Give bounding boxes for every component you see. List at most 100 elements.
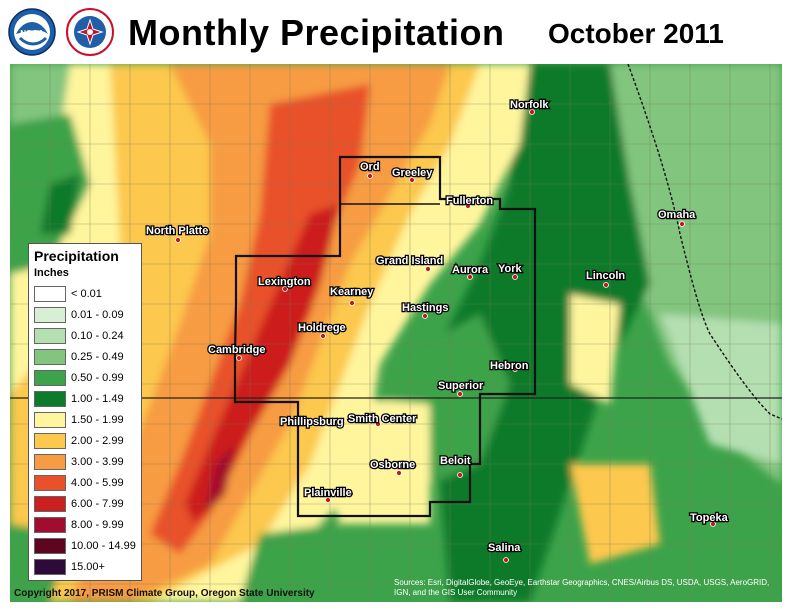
legend-item: < 0.01 [34, 286, 140, 304]
city-norfolk[interactable]: Norfolk [509, 98, 551, 115]
legend-swatch [34, 328, 66, 344]
copyright-text: Copyright 2017, PRISM Climate Group, Ore… [14, 588, 315, 599]
svg-text:Ord: Ord [360, 161, 380, 173]
date-subtitle: October 2011 [548, 18, 724, 49]
legend-item: 10.00 - 14.99 [34, 538, 140, 556]
city-osborne[interactable]: Osborne [369, 458, 417, 476]
legend-item: 8.00 - 9.99 [34, 517, 140, 535]
legend-label: < 0.01 [71, 288, 102, 300]
city-superior[interactable]: Superior [437, 379, 485, 397]
city-salina[interactable]: Salina [487, 541, 523, 563]
header: NOAA Monthly Precipitation October 2011 [0, 0, 792, 64]
legend-swatch [34, 370, 66, 386]
city-greeley[interactable]: Greeley [391, 166, 435, 183]
legend-swatch [34, 475, 66, 491]
city-topeka[interactable]: Topeka [689, 511, 730, 527]
city-lexington[interactable]: Lexington [257, 275, 312, 292]
svg-text:Smith Center: Smith Center [348, 413, 417, 425]
svg-text:Aurora: Aurora [452, 264, 489, 276]
legend-label: 15.00+ [71, 561, 105, 573]
legend-label: 1.50 - 1.99 [71, 414, 124, 426]
legend-label: 0.25 - 0.49 [71, 351, 124, 363]
legend-item: 0.25 - 0.49 [34, 349, 140, 367]
legend-item: 1.50 - 1.99 [34, 412, 140, 430]
city-omaha[interactable]: Omaha [657, 208, 697, 227]
map-sources-text: Sources: Esri, DigitalGlobe, GeoEye, Ear… [394, 578, 770, 597]
legend-units: Inches [34, 267, 69, 279]
legend-label: 4.00 - 5.99 [71, 477, 124, 489]
legend-label: 0.50 - 0.99 [71, 372, 124, 384]
legend-swatch [34, 517, 66, 533]
missouri-river [627, 64, 782, 420]
legend-swatch [34, 349, 66, 365]
legend-label: 1.00 - 1.49 [71, 393, 124, 405]
city-phillipsburg[interactable]: Phillipsburg [279, 415, 345, 430]
legend-swatch [34, 412, 66, 428]
legend-item: 1.00 - 1.49 [34, 391, 140, 409]
legend-swatch [34, 307, 66, 323]
legend-swatch [34, 559, 66, 575]
legend-label: 8.00 - 9.99 [71, 519, 124, 531]
svg-text:Cambridge: Cambridge [208, 344, 265, 356]
legend-label: 0.10 - 0.24 [71, 330, 124, 342]
page-title: Monthly Precipitation [128, 12, 505, 53]
legend-swatch [34, 496, 66, 512]
svg-text:Salina: Salina [488, 542, 521, 554]
svg-text:Beloit: Beloit [440, 455, 471, 467]
legend-item: 4.00 - 5.99 [34, 475, 140, 493]
svg-text:Osborne: Osborne [370, 459, 415, 471]
svg-text:York: York [498, 263, 523, 275]
city-markers: Norfolk Ord Greeley Fullerton Omaha Nort… [145, 98, 730, 563]
city-plainville[interactable]: Plainville [303, 486, 353, 503]
city-york[interactable]: York [497, 262, 524, 280]
cwa-boundary [233, 155, 537, 518]
city-hebron[interactable]: Hebron [489, 359, 530, 374]
svg-text:Fullerton: Fullerton [446, 195, 493, 207]
svg-text:Superior: Superior [438, 380, 484, 392]
svg-text:Greeley: Greeley [392, 167, 433, 179]
svg-text:Hebron: Hebron [490, 360, 529, 372]
legend-item: 0.10 - 0.24 [34, 328, 140, 346]
legend-swatch [34, 286, 66, 302]
svg-text:NOAA: NOAA [20, 29, 44, 38]
city-holdrege[interactable]: Holdrege [297, 321, 347, 339]
legend-title: Precipitation [34, 248, 119, 264]
svg-text:Phillipsburg: Phillipsburg [280, 416, 344, 428]
city-north-platte[interactable]: North Platte [145, 224, 210, 243]
legend-label: 2.00 - 2.99 [71, 435, 124, 447]
svg-text:Plainville: Plainville [304, 487, 352, 499]
city-kearney[interactable]: Kearney [329, 285, 376, 306]
legend-item: 0.50 - 0.99 [34, 370, 140, 388]
city-smith-center[interactable]: Smith Center [347, 412, 418, 427]
legend-item: 2.00 - 2.99 [34, 433, 140, 451]
city-cambridge[interactable]: Cambridge [207, 343, 267, 361]
svg-text:Topeka: Topeka [690, 512, 729, 524]
legend-swatch [34, 538, 66, 554]
legend-item: 6.00 - 7.99 [34, 496, 140, 514]
city-hastings[interactable]: Hastings [401, 301, 450, 319]
noaa-logo-icon: NOAA [8, 8, 56, 56]
svg-text:Lexington: Lexington [258, 276, 311, 288]
city-beloit[interactable]: Beloit [439, 454, 472, 478]
legend-label: 6.00 - 7.99 [71, 498, 124, 510]
legend-label: 3.00 - 3.99 [71, 456, 124, 468]
svg-text:Holdrege: Holdrege [298, 322, 346, 334]
legend-item: 0.01 - 0.09 [34, 307, 140, 325]
legend-swatch [34, 391, 66, 407]
svg-text:Omaha: Omaha [658, 209, 696, 221]
legend-label: 0.01 - 0.09 [71, 309, 124, 321]
nws-logo-icon [66, 8, 114, 56]
legend-label: 10.00 - 14.99 [71, 540, 136, 552]
city-aurora[interactable]: Aurora [451, 263, 490, 280]
svg-text:North Platte: North Platte [146, 225, 208, 237]
city-grand-island[interactable]: Grand Island [375, 254, 445, 272]
legend: Precipitation Inches < 0.01 0.01 - 0.09 0.… [28, 243, 142, 581]
city-ord[interactable]: Ord [359, 160, 381, 179]
svg-text:Lincoln: Lincoln [586, 270, 625, 282]
city-lincoln[interactable]: Lincoln [585, 269, 627, 288]
svg-text:Norfolk: Norfolk [510, 99, 549, 111]
legend-item: 15.00+ [34, 559, 140, 577]
svg-text:Grand Island: Grand Island [376, 255, 443, 267]
legend-swatch [34, 433, 66, 449]
city-fullerton[interactable]: Fullerton [445, 194, 495, 209]
